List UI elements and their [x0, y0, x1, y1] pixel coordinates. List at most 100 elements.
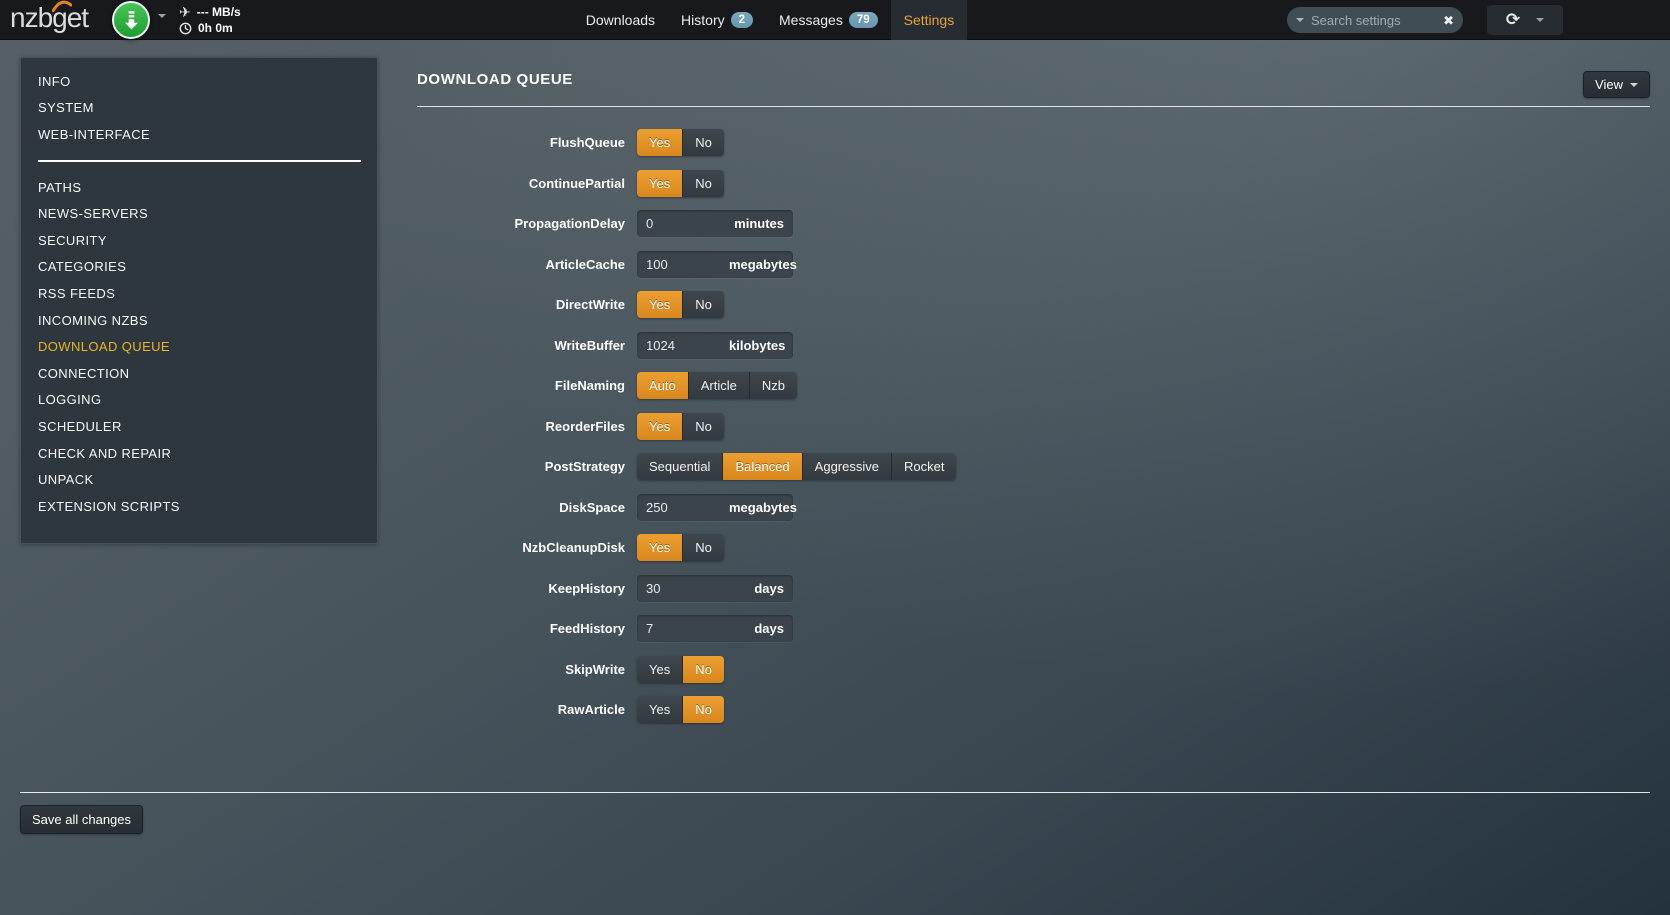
search-caret-down-icon[interactable] — [1296, 18, 1304, 22]
option-nzb[interactable]: Nzb — [749, 372, 797, 399]
nav-item-messages[interactable]: Messages 79 — [766, 0, 891, 40]
topbar-actions: ⟳ — [1487, 5, 1563, 35]
option-no[interactable]: No — [683, 534, 724, 561]
option-balanced[interactable]: Balanced — [723, 453, 803, 480]
nav-item-history[interactable]: History 2 — [668, 0, 766, 40]
status-readout: ✈ --- MB/s 0h 0m — [179, 4, 241, 36]
setting-label: FileNaming — [554, 378, 625, 393]
setting-row-nzbcleanupdisk: NzbCleanupDisk Yes No — [417, 534, 1650, 561]
value-input[interactable] — [637, 621, 729, 636]
setting-row-directwrite: DirectWrite Yes No — [417, 291, 1650, 318]
settings-main: DOWNLOAD QUEUE View FlushQueue Yes No Conti… — [417, 57, 1650, 737]
unit-label: megabytes — [729, 499, 797, 515]
option-yes[interactable]: Yes — [637, 412, 684, 440]
setting-row-skipwrite: SkipWrite Yes No — [417, 655, 1650, 683]
search-input[interactable] — [1311, 12, 1437, 28]
setting-label: ReorderFiles — [545, 418, 625, 434]
toggle-group: Yes No — [637, 655, 724, 683]
unit-label: megabytes — [729, 256, 797, 272]
setting-label: WriteBuffer — [554, 337, 625, 353]
value-input[interactable] — [637, 256, 729, 272]
toggle-group: Sequential Balanced Aggressive Rocket — [637, 453, 957, 480]
toggle-group: Yes No — [637, 129, 724, 156]
sidebar-item-news-servers[interactable]: NEWS-SERVERS — [38, 206, 149, 222]
setting-row-flushqueue: FlushQueue Yes No — [417, 129, 1650, 156]
refresh-icon[interactable]: ⟳ — [1505, 9, 1521, 30]
value-input[interactable] — [637, 337, 729, 353]
nav-badge: 79 — [848, 12, 878, 28]
download-toggle-button[interactable] — [112, 1, 150, 39]
value-input-group: days — [637, 615, 793, 642]
toggle-group: Yes No — [637, 412, 724, 440]
sidebar-item-system[interactable]: SYSTEM — [38, 100, 94, 116]
option-auto[interactable]: Auto — [637, 372, 689, 399]
option-no[interactable]: No — [683, 696, 724, 723]
title-divider — [417, 106, 1650, 107]
download-menu-caret-icon[interactable] — [158, 14, 166, 18]
option-yes[interactable]: Yes — [637, 129, 684, 156]
value-input[interactable] — [637, 499, 729, 515]
sidebar-item-scheduler[interactable]: SCHEDULER — [38, 418, 122, 434]
toggle-group: Yes No — [637, 534, 724, 561]
nav-item-downloads[interactable]: Downloads — [573, 0, 668, 40]
nav-item-settings[interactable]: Settings — [890, 0, 968, 40]
nav-item-label: History — [681, 12, 725, 28]
setting-label: PostStrategy — [544, 459, 625, 474]
clear-x-icon[interactable]: ✖ — [1443, 12, 1454, 28]
sidebar-item-categories[interactable]: CATEGORIES — [38, 259, 127, 275]
setting-control: Yes No — [637, 696, 724, 723]
sidebar-item-incoming-nzbs[interactable]: INCOMING NZBS — [38, 312, 148, 328]
sidebar-item-unpack[interactable]: UNPACK — [38, 472, 94, 488]
option-no[interactable]: No — [683, 655, 724, 683]
option-no[interactable]: No — [683, 169, 724, 197]
airplane-icon: ✈ — [179, 3, 191, 20]
option-rocket[interactable]: Rocket — [891, 453, 957, 480]
value-input-group: days — [637, 574, 793, 602]
nav-badge: 2 — [730, 12, 754, 28]
option-no[interactable]: No — [683, 291, 724, 318]
unit-label: days — [754, 580, 784, 596]
nav-item-label: Downloads — [585, 12, 656, 28]
option-sequential[interactable]: Sequential — [637, 453, 724, 480]
unit-label: days — [754, 621, 784, 636]
sidebar-item-download-queue[interactable]: DOWNLOAD QUEUE — [38, 339, 171, 355]
setting-label: KeepHistory — [548, 580, 625, 596]
settings-menu-caret-icon[interactable] — [1536, 18, 1545, 22]
sidebar-item-info[interactable]: INFO — [38, 73, 71, 89]
setting-control: megabytes — [637, 493, 797, 521]
download-arrow-icon — [124, 10, 138, 29]
save-all-changes-button[interactable]: Save all changes — [20, 805, 144, 834]
sidebar-item-connection[interactable]: CONNECTION — [38, 365, 130, 381]
sidebar-divider — [38, 159, 361, 162]
option-yes[interactable]: Yes — [637, 534, 684, 561]
settings-sidebar: INFO SYSTEM WEB-INTERFACE PATHS NEWS-SERVER… — [20, 57, 378, 544]
option-yes[interactable]: Yes — [637, 169, 684, 197]
setting-row-writebuffer: WriteBuffer kilobytes — [417, 331, 1650, 359]
setting-control: kilobytes — [637, 331, 793, 359]
option-no[interactable]: No — [683, 129, 724, 156]
sidebar-item-logging[interactable]: LOGGING — [38, 392, 102, 408]
setting-row-diskspace: DiskSpace megabytes — [417, 493, 1650, 521]
option-no[interactable]: No — [683, 412, 724, 440]
option-yes[interactable]: Yes — [637, 655, 684, 683]
setting-control: Yes No — [637, 291, 724, 318]
setting-control: Yes No — [637, 655, 724, 683]
option-yes[interactable]: Yes — [637, 696, 684, 723]
option-article[interactable]: Article — [688, 372, 750, 399]
setting-row-propagationdelay: PropagationDelay minutes — [417, 210, 1650, 237]
sidebar-top-group: INFO SYSTEM WEB-INTERFACE — [21, 68, 377, 148]
sidebar-item-extension-scripts[interactable]: EXTENSION SCRIPTS — [38, 498, 180, 514]
eta-label: 0h 0m — [198, 21, 233, 35]
option-aggressive[interactable]: Aggressive — [802, 453, 892, 480]
sidebar-item-rss-feeds[interactable]: RSS FEEDS — [38, 285, 116, 301]
nav-item-label: Settings — [903, 12, 955, 28]
sidebar-item-security[interactable]: SECURITY — [38, 232, 107, 248]
setting-control: Yes No — [637, 129, 724, 156]
sidebar-item-web-interface[interactable]: WEB-INTERFACE — [38, 126, 151, 142]
view-button[interactable]: View — [1583, 71, 1650, 98]
option-yes[interactable]: Yes — [637, 291, 684, 318]
value-input[interactable] — [637, 580, 729, 596]
value-input[interactable] — [637, 216, 729, 231]
sidebar-item-paths[interactable]: PATHS — [38, 179, 82, 195]
sidebar-item-check-and-repair[interactable]: CHECK AND REPAIR — [38, 445, 172, 461]
